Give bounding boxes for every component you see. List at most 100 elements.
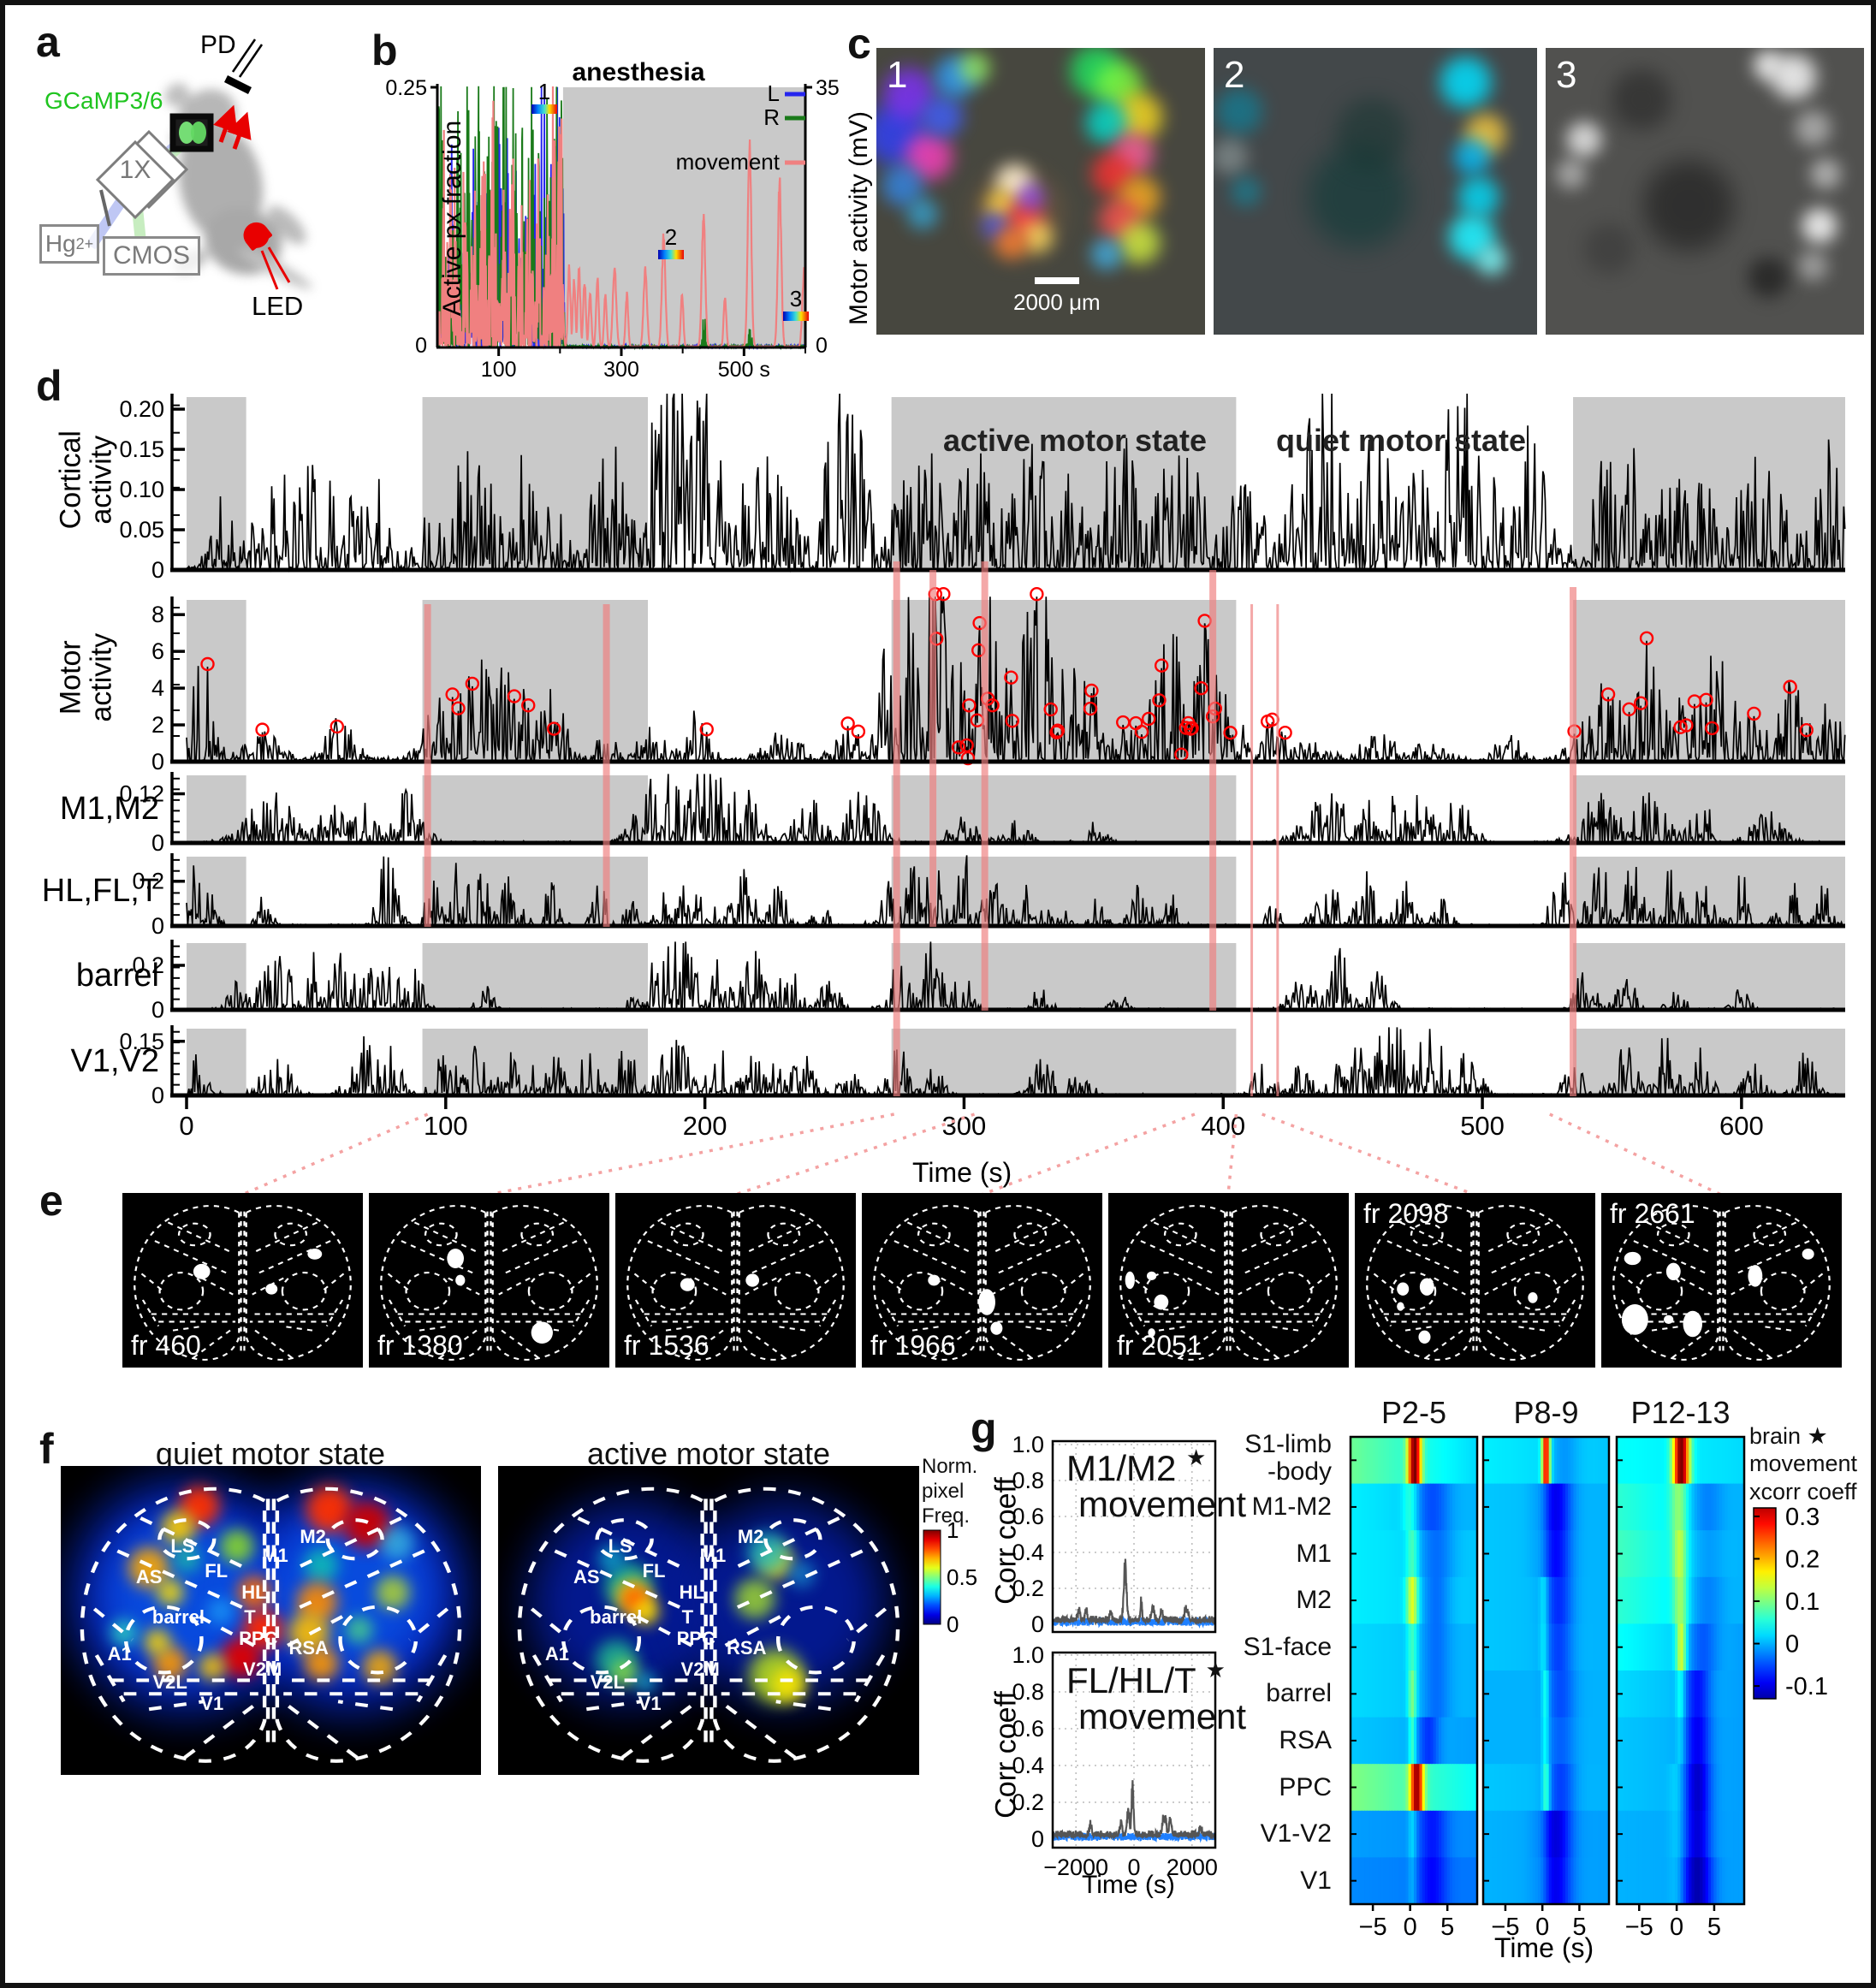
frequency-blob bbox=[729, 1573, 781, 1624]
image-blob bbox=[1742, 252, 1795, 303]
active-pixel-blob bbox=[1665, 1262, 1681, 1280]
image-blob bbox=[1214, 134, 1253, 180]
region-label-V2L: V2L bbox=[590, 1671, 626, 1693]
svg-text:3: 3 bbox=[790, 286, 802, 312]
movement-onset-marker bbox=[1799, 722, 1814, 738]
xcorr-star-icon: ★ bbox=[1186, 1445, 1207, 1470]
svg-text:0: 0 bbox=[151, 913, 164, 939]
frame-marker-2 bbox=[658, 250, 684, 259]
image-blob bbox=[1807, 155, 1845, 193]
svg-text:0.6: 0.6 bbox=[1012, 1504, 1044, 1529]
activity-frame-1: fr 460 bbox=[122, 1193, 363, 1368]
panel-b-letter: b bbox=[371, 27, 398, 74]
shuffle-trace bbox=[1052, 1615, 1216, 1629]
corr-plot2-title: FL/HL/T ★ movement bbox=[1066, 1657, 1247, 1736]
scalebar bbox=[1035, 277, 1079, 284]
frequency-blob bbox=[107, 1616, 141, 1650]
movement-onset-marker bbox=[1783, 679, 1797, 694]
svg-text:100: 100 bbox=[481, 358, 517, 382]
movement-onset-marker bbox=[1004, 670, 1018, 685]
active-pixel-blob bbox=[1397, 1302, 1404, 1311]
panel-f-left-title: quiet motor state bbox=[155, 1436, 386, 1471]
frequency-blob bbox=[595, 1541, 629, 1576]
frame-connector bbox=[981, 1113, 1196, 1196]
region-label-RSA: RSA bbox=[288, 1636, 329, 1659]
svg-text:0.25: 0.25 bbox=[385, 76, 427, 100]
region-label-AS: AS bbox=[135, 1565, 163, 1587]
activity-frame-4: fr 1966 bbox=[862, 1193, 1102, 1368]
svg-text:0: 0 bbox=[1031, 1611, 1044, 1637]
image-blob bbox=[1794, 246, 1832, 285]
image-blob bbox=[1014, 180, 1048, 214]
svg-text:0: 0 bbox=[1785, 1631, 1799, 1659]
svg-text:0.4: 0.4 bbox=[1012, 1540, 1044, 1565]
movement-onset-marker bbox=[200, 656, 215, 672]
frame-connector bbox=[241, 1113, 429, 1196]
svg-text:0.8: 0.8 bbox=[1012, 1468, 1044, 1493]
movement-onset-marker bbox=[547, 721, 561, 736]
region-label-M1: M1 bbox=[699, 1544, 727, 1566]
region-label-M2: M2 bbox=[300, 1526, 326, 1548]
brain-image-1: 1 2000 μm bbox=[876, 48, 1205, 335]
svg-text:2: 2 bbox=[665, 224, 677, 250]
svg-text:1: 1 bbox=[947, 1517, 959, 1543]
svg-text:0.12: 0.12 bbox=[119, 781, 164, 807]
svg-text:0: 0 bbox=[151, 830, 164, 856]
movement-onset-marker bbox=[1278, 726, 1292, 740]
svg-text:2: 2 bbox=[151, 712, 164, 738]
frequency-blob bbox=[376, 1522, 419, 1564]
active-pixel-blob bbox=[265, 1283, 278, 1295]
freq-colorbar bbox=[923, 1529, 941, 1625]
svg-text:0.2: 0.2 bbox=[1012, 1789, 1044, 1815]
svg-text:0: 0 bbox=[415, 334, 427, 358]
svg-text:0: 0 bbox=[1670, 1914, 1683, 1941]
objective-label: 1X bbox=[119, 156, 151, 184]
svg-text:0: 0 bbox=[947, 1611, 959, 1637]
image-blob bbox=[991, 223, 1031, 263]
hg-label: Hg bbox=[45, 230, 76, 257]
svg-text:0.2: 0.2 bbox=[1012, 1576, 1044, 1601]
frequency-blob bbox=[153, 1576, 187, 1610]
svg-text:0.3: 0.3 bbox=[1785, 1504, 1820, 1531]
panel-d-letter: d bbox=[36, 362, 62, 410]
cmos-label: CMOS bbox=[113, 241, 190, 270]
movement-onset-marker bbox=[1030, 587, 1044, 602]
brain-image-2: 2 bbox=[1214, 48, 1537, 335]
corr-plot2-ylabel: Corr coeff bbox=[989, 1691, 1023, 1819]
active-pixel-blob bbox=[1146, 1271, 1157, 1280]
svg-text:1: 1 bbox=[538, 79, 550, 104]
image-blob bbox=[1434, 50, 1499, 115]
heat-row-label-M1: M1 bbox=[1296, 1539, 1332, 1568]
panel-a: a PD GCaMP3/6 1X Hg 2+ CMOS LED bbox=[5, 5, 382, 365]
svg-text:-0.1: -0.1 bbox=[1785, 1673, 1828, 1700]
svg-text:500 s: 500 s bbox=[718, 358, 770, 382]
movement-onset-marker bbox=[1634, 696, 1648, 710]
image-blob bbox=[1226, 171, 1266, 211]
image-blob bbox=[1552, 155, 1591, 193]
active-pixel-blob bbox=[1397, 1282, 1410, 1296]
svg-text:35: 35 bbox=[816, 76, 840, 100]
activity-frame-2: fr 1380 bbox=[369, 1193, 609, 1368]
heat-row-label-S1-face: S1-face bbox=[1243, 1632, 1332, 1661]
cmos-camera-box: CMOS bbox=[103, 236, 200, 276]
active-pixel-blob bbox=[928, 1274, 941, 1286]
image-blob bbox=[955, 48, 995, 88]
trace-row-0 bbox=[186, 393, 1846, 573]
xcorr-colorbar bbox=[1753, 1507, 1777, 1700]
movement-onset-marker bbox=[521, 698, 536, 713]
mercury-lamp-box: Hg 2+ bbox=[39, 224, 99, 264]
row-label-2: M1,M2 bbox=[59, 790, 159, 827]
led-label: LED bbox=[252, 291, 304, 321]
active-pixel-blob bbox=[1624, 1251, 1642, 1266]
svg-text:0.15: 0.15 bbox=[119, 1029, 164, 1054]
movement-onset-marker bbox=[1134, 725, 1149, 739]
movement-onset-marker bbox=[1223, 726, 1238, 740]
active-pixel-blob bbox=[1683, 1310, 1703, 1338]
movement-onset-marker bbox=[1184, 721, 1199, 736]
svg-text:−2000: −2000 bbox=[1043, 1854, 1108, 1880]
svg-text:0: 0 bbox=[151, 557, 164, 583]
row-label-5: V1,V2 bbox=[70, 1043, 159, 1079]
frame-number: fr 1380 bbox=[377, 1330, 463, 1361]
movement-onset-marker bbox=[1043, 702, 1058, 717]
